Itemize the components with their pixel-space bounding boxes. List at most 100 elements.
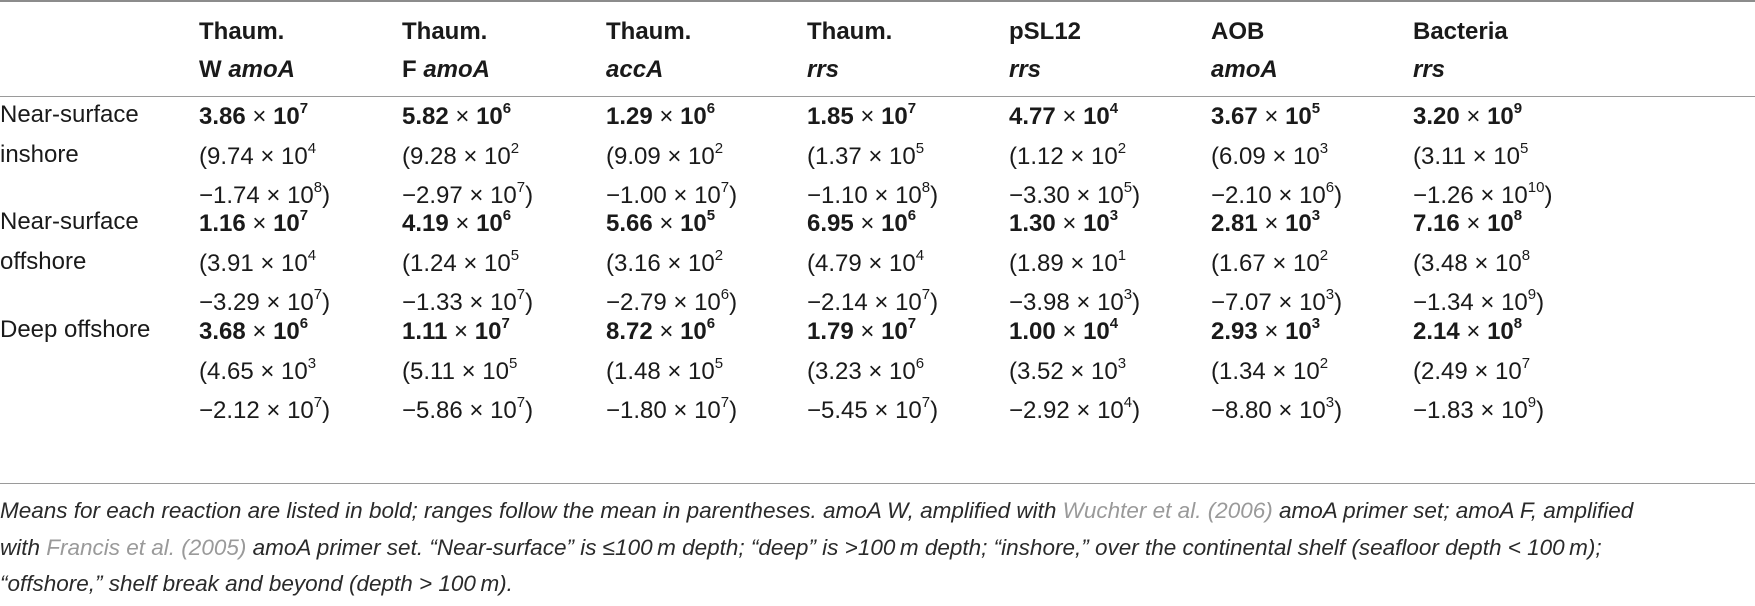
- cell-range-high: −8.80 × 103): [1211, 394, 1343, 424]
- times-sign: ×: [1459, 103, 1488, 130]
- cell-range-low: (3.11 × 105: [1413, 139, 1529, 170]
- gene-name: amoA: [423, 56, 491, 83]
- times-sign: ×: [1459, 210, 1488, 237]
- column-header-gene: rrs: [807, 51, 892, 89]
- exponent: 3: [1117, 354, 1127, 372]
- times-sign: ×: [1055, 103, 1084, 130]
- exponent: 7: [313, 286, 323, 303]
- exponent: 7: [501, 315, 510, 332]
- exponent: 3: [1311, 315, 1321, 332]
- table-cell: 4.19 × 106 (1.24 × 105 −1.33 × 107): [402, 204, 533, 323]
- exponent: 7: [720, 394, 730, 411]
- exponent: 8: [1521, 246, 1531, 264]
- cell-range-low: (1.24 × 105: [402, 246, 520, 277]
- table-cell: 1.11 × 107 (5.11 × 105 −5.86 × 107): [402, 312, 533, 431]
- cell-range-high: −1.80 × 107): [606, 394, 738, 424]
- exponent: 9: [1513, 100, 1523, 117]
- row-label-line: Deep offshore: [0, 316, 151, 343]
- times-sign: ×: [652, 318, 681, 345]
- times-sign: ×: [245, 210, 274, 237]
- cell-mean: 1.29 × 106: [606, 100, 716, 130]
- table-cell: 3.68 × 106 (4.65 × 103 −2.12 × 107): [199, 312, 330, 431]
- cell-range-high: −1.00 × 107): [606, 179, 738, 209]
- row-label-line: Near-surface: [0, 101, 139, 128]
- row-label-line: offshore: [0, 248, 87, 275]
- cell-mean: 2.81 × 103: [1211, 207, 1321, 237]
- column-header-line1: Thaum.: [402, 18, 488, 45]
- exponent: 5: [1311, 100, 1321, 117]
- times-sign: ×: [447, 318, 475, 345]
- cell-mean: 1.79 × 107: [807, 315, 917, 345]
- column-header-gene: rrs: [1009, 51, 1081, 89]
- exponent: 4: [1109, 315, 1119, 332]
- cell-mean: 6.95 × 106: [807, 207, 917, 237]
- exponent: 3: [1325, 394, 1335, 411]
- times-sign: ×: [853, 210, 882, 237]
- gene-name: rrs: [1413, 56, 1446, 83]
- cell-range-low: (1.89 × 101: [1009, 246, 1127, 277]
- exponent: 5: [510, 246, 520, 264]
- exponent: 7: [921, 394, 931, 411]
- exponent: 7: [313, 394, 323, 411]
- reference-link-francis[interactable]: Francis et al. (2005): [46, 534, 247, 560]
- cell-range-low: (1.67 × 102: [1211, 246, 1329, 277]
- table-cell: 6.95 × 106 (4.79 × 104 −2.14 × 107): [807, 204, 938, 323]
- footnote-line-1: Means for each reaction are listed in bo…: [0, 498, 1634, 523]
- cell-mean: 4.19 × 106: [402, 207, 512, 237]
- column-header-line1: AOB: [1211, 18, 1265, 45]
- column-header: Thaum. W amoA: [199, 13, 295, 89]
- column-header-line1: pSL12: [1009, 18, 1082, 45]
- exponent: 4: [915, 246, 925, 264]
- times-sign: ×: [245, 103, 274, 130]
- exponent: 6: [706, 100, 716, 117]
- exponent: 6: [299, 315, 309, 332]
- exponent: 3: [1319, 139, 1329, 157]
- times-sign: ×: [448, 210, 477, 237]
- exponent: 4: [307, 246, 317, 264]
- reference-link-wuchter[interactable]: Wuchter et al. (2006): [1062, 498, 1273, 523]
- cell-range-high: −2.14 × 107): [807, 286, 939, 316]
- gene-name: amoA: [228, 56, 296, 83]
- times-sign: ×: [448, 103, 477, 130]
- cell-mean: 2.93 × 103: [1211, 315, 1321, 345]
- cell-mean: 7.16 × 108: [1413, 207, 1523, 237]
- column-header-gene: accA: [606, 51, 691, 89]
- table-cell: 3.67 × 105 (6.09 × 103 −2.10 × 106): [1211, 97, 1342, 216]
- exponent: 6: [706, 315, 716, 332]
- cell-range-low: (1.48 × 105: [606, 354, 724, 385]
- table-cell: 2.81 × 103 (1.67 × 102 −7.07 × 103): [1211, 204, 1342, 323]
- table-cell: 7.16 × 108 (3.48 × 108 −1.34 × 109): [1413, 204, 1544, 323]
- exponent: 2: [1319, 246, 1329, 264]
- row-label-line: Near-surface: [0, 208, 139, 235]
- exponent: 3: [1123, 286, 1133, 303]
- exponent: 7: [516, 179, 526, 196]
- row-label-line: inshore: [0, 141, 79, 168]
- gene-name: rrs: [807, 56, 840, 83]
- cell-range-low: (4.65 × 103: [199, 354, 317, 385]
- cell-range-high: −1.34 × 109): [1413, 286, 1545, 316]
- cell-mean: 4.77 × 104: [1009, 100, 1119, 130]
- exponent: 6: [720, 286, 730, 303]
- exponent: 9: [1527, 286, 1537, 303]
- table-footnote: Means for each reaction are listed in bo…: [0, 493, 1755, 603]
- cell-mean: 3.67 × 105: [1211, 100, 1321, 130]
- column-header: Bacteria rrs: [1413, 13, 1508, 89]
- exponent: 3: [1325, 286, 1335, 303]
- column-header-gene: F amoA: [402, 56, 491, 83]
- cell-range-low: (9.74 × 104: [199, 139, 317, 170]
- column-header-line1: Thaum.: [807, 18, 893, 45]
- exponent: 7: [921, 286, 931, 303]
- cell-mean: 5.66 × 105: [606, 207, 716, 237]
- exponent: 7: [516, 394, 526, 411]
- times-sign: ×: [1257, 103, 1286, 130]
- times-sign: ×: [1055, 210, 1084, 237]
- cell-range-low: (3.91 × 104: [199, 246, 317, 277]
- cell-range-low: (4.79 × 104: [807, 246, 925, 277]
- cell-mean: 1.11 × 107: [402, 315, 510, 345]
- exponent: 2: [714, 246, 724, 264]
- exponent: 5: [915, 139, 925, 157]
- column-header-line1: Thaum.: [606, 18, 692, 45]
- exponent: 5: [706, 207, 716, 224]
- times-sign: ×: [1055, 318, 1084, 345]
- column-header-gene: amoA: [1211, 51, 1278, 89]
